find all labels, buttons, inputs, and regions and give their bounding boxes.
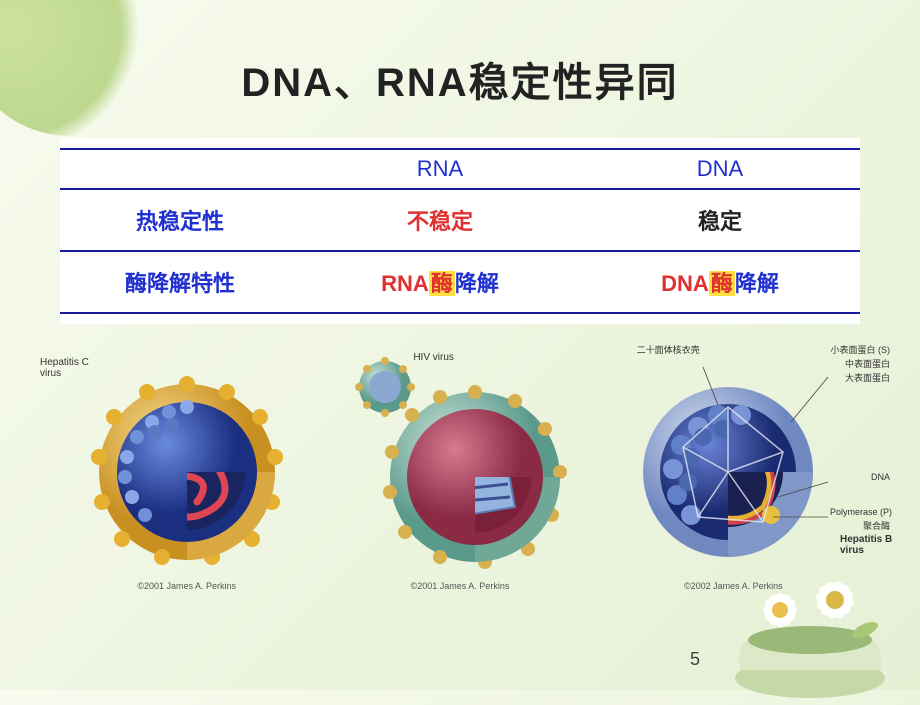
virus-hepb: 二十面体核衣壳 小表面蛋白 (S) 中表面蛋白 大表面蛋白 DNA Polyme…: [597, 357, 870, 591]
virus-hiv-caption: ©2001 James A. Perkins: [411, 581, 510, 591]
hepb-label-s: 小表面蛋白 (S): [830, 343, 890, 356]
row-label-thermo: 热稳定性: [60, 189, 300, 251]
virus-hepc-svg: [77, 357, 297, 577]
virus-hiv-svg: [340, 357, 580, 577]
virus-hepc-label: Hepatitis C virus: [40, 357, 90, 379]
page-number: 5: [690, 649, 700, 670]
col-header-rna: RNA: [300, 149, 580, 189]
virus-hepc: Hepatitis C virus: [50, 357, 323, 591]
dna-prefix: DNA: [661, 271, 709, 296]
dna-suffix: 降解: [735, 271, 779, 296]
cell-dna-enzyme: DNA酶降解: [580, 251, 860, 313]
cell-rna-enzyme: RNA酶降解: [300, 251, 580, 313]
rna-suffix: 降解: [455, 271, 499, 296]
virus-hiv: HIV virus: [323, 357, 596, 591]
row-label-enzyme: 酶降解特性: [60, 251, 300, 313]
cell-rna-thermo: 不稳定: [300, 189, 580, 251]
hepb-label-capsid: 二十面体核衣壳: [637, 343, 700, 356]
hepb-label-m: 中表面蛋白: [845, 357, 890, 370]
virus-hiv-label: HIV virus: [413, 352, 454, 363]
hepb-label-pol: Polymerase (P): [830, 507, 900, 517]
virus-hepc-caption: ©2001 James A. Perkins: [137, 581, 236, 591]
cell-dna-thermo: 稳定: [580, 189, 860, 251]
hepb-label-polcn: 聚合酶: [863, 519, 890, 532]
virus-hepb-label: Hepatitis B virus: [840, 534, 900, 556]
col-header-dna: DNA: [580, 149, 860, 189]
hepb-label-l: 大表面蛋白: [845, 371, 890, 384]
virus-hepb-svg: [623, 357, 843, 577]
flower-pot-decor: [710, 560, 910, 700]
rna-prefix: RNA: [381, 271, 429, 296]
dna-hl: 酶: [709, 271, 735, 296]
rna-hl: 酶: [429, 271, 455, 296]
table-corner: [60, 149, 300, 189]
hepb-label-dna: DNA: [871, 472, 890, 482]
comparison-table: RNA DNA 热稳定性 不稳定 稳定 酶降解特性 RNA酶降解 DNA酶降解: [60, 138, 860, 324]
